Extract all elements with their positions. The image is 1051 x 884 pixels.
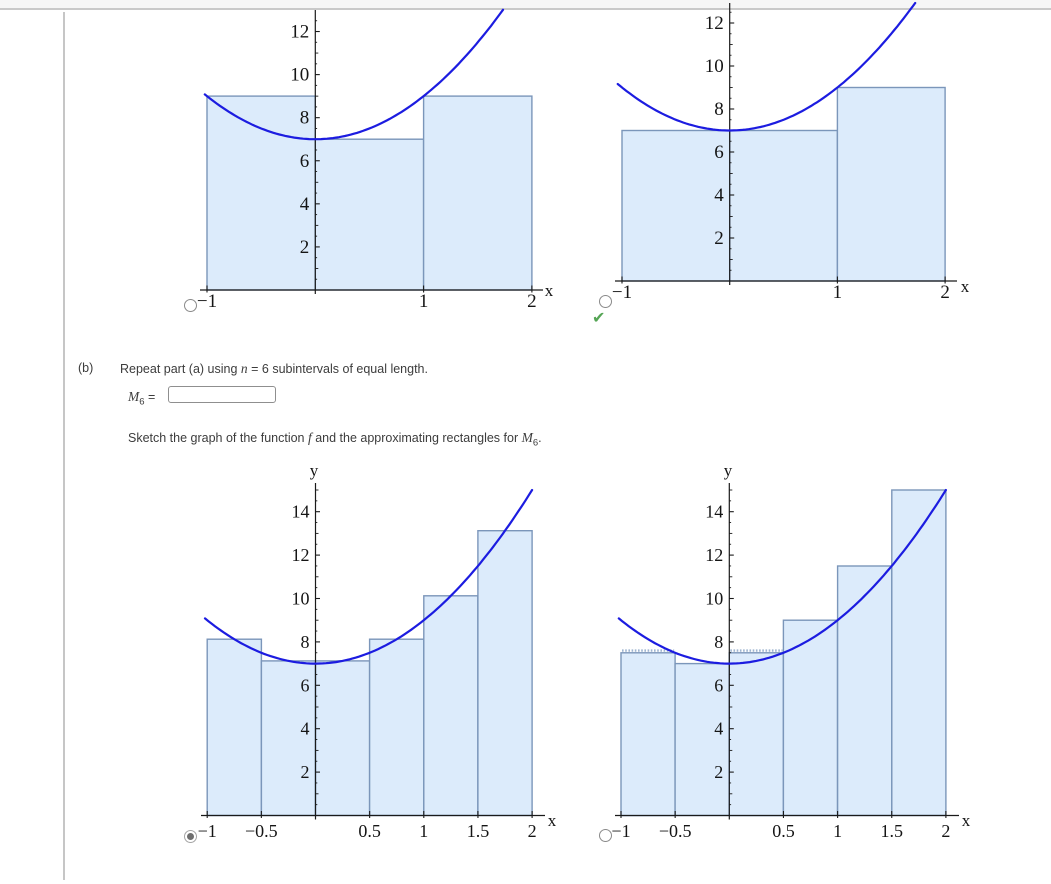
svg-text:1.5: 1.5 <box>467 821 490 841</box>
answer-equation-label: M6 = <box>128 389 156 408</box>
svg-text:12: 12 <box>705 13 724 34</box>
svg-text:y: y <box>310 461 319 480</box>
sketch-prompt: Sketch the graph of the function f and t… <box>128 430 542 449</box>
svg-text:6: 6 <box>300 151 310 172</box>
var-m: M <box>128 389 140 404</box>
svg-text:2: 2 <box>528 821 537 841</box>
svg-text:−0.5: −0.5 <box>245 821 278 841</box>
svg-text:10: 10 <box>290 65 309 86</box>
svg-text:1.5: 1.5 <box>881 821 904 841</box>
svg-text:14: 14 <box>705 502 723 522</box>
svg-text:−1: −1 <box>611 821 630 841</box>
svg-text:12: 12 <box>292 545 310 565</box>
svg-text:2: 2 <box>301 762 310 782</box>
svg-text:2: 2 <box>940 282 950 303</box>
svg-text:4: 4 <box>714 719 723 739</box>
part-b-label: (b) <box>78 361 94 375</box>
var-f: f <box>307 430 312 445</box>
svg-text:12: 12 <box>705 545 723 565</box>
svg-text:4: 4 <box>714 185 724 206</box>
svg-text:2: 2 <box>714 228 724 249</box>
svg-text:−1: −1 <box>197 291 217 312</box>
svg-text:6: 6 <box>714 675 723 695</box>
svg-text:4: 4 <box>301 719 310 739</box>
svg-text:−1: −1 <box>198 821 217 841</box>
svg-text:x: x <box>548 811 557 830</box>
svg-text:1: 1 <box>419 291 429 312</box>
svg-text:2: 2 <box>300 237 310 258</box>
svg-text:10: 10 <box>705 589 723 609</box>
var-n: n <box>240 361 248 376</box>
svg-text:1: 1 <box>833 821 842 841</box>
svg-text:2: 2 <box>527 291 537 312</box>
top-border-bar <box>0 0 1051 10</box>
svg-text:2: 2 <box>941 821 950 841</box>
svg-text:8: 8 <box>714 99 724 120</box>
svg-text:6: 6 <box>714 142 724 163</box>
svg-text:6: 6 <box>301 675 310 695</box>
left-column-divider <box>63 12 65 880</box>
svg-text:x: x <box>962 811 971 830</box>
radio-part-b-option-2[interactable] <box>598 828 612 842</box>
svg-text:8: 8 <box>714 632 723 652</box>
svg-text:10: 10 <box>292 589 310 609</box>
svg-text:1: 1 <box>833 282 843 303</box>
radio-part-b-option-1[interactable] <box>183 830 197 843</box>
svg-text:0.5: 0.5 <box>772 821 795 841</box>
svg-text:y: y <box>724 461 733 480</box>
var-m6: M <box>521 430 533 445</box>
svg-text:12: 12 <box>290 22 309 43</box>
svg-text:10: 10 <box>705 56 724 77</box>
svg-text:1: 1 <box>419 821 428 841</box>
svg-text:2: 2 <box>714 762 723 782</box>
m6-answer-input[interactable] <box>168 386 276 403</box>
svg-text:x: x <box>545 281 554 300</box>
radio-part-a-option-1[interactable] <box>183 298 197 312</box>
svg-text:8: 8 <box>301 632 310 652</box>
svg-text:x: x <box>961 277 970 296</box>
svg-text:4: 4 <box>300 194 310 215</box>
svg-text:14: 14 <box>292 502 310 522</box>
radio-part-a-option-2[interactable] <box>599 295 612 308</box>
part-b-prompt: Repeat part (a) using n = 6 subintervals… <box>120 361 428 376</box>
svg-text:−1: −1 <box>612 282 632 303</box>
correct-checkmark-icon: ✔ <box>592 310 606 327</box>
svg-text:0.5: 0.5 <box>358 821 381 841</box>
svg-text:8: 8 <box>300 108 310 129</box>
svg-text:−0.5: −0.5 <box>659 821 692 841</box>
